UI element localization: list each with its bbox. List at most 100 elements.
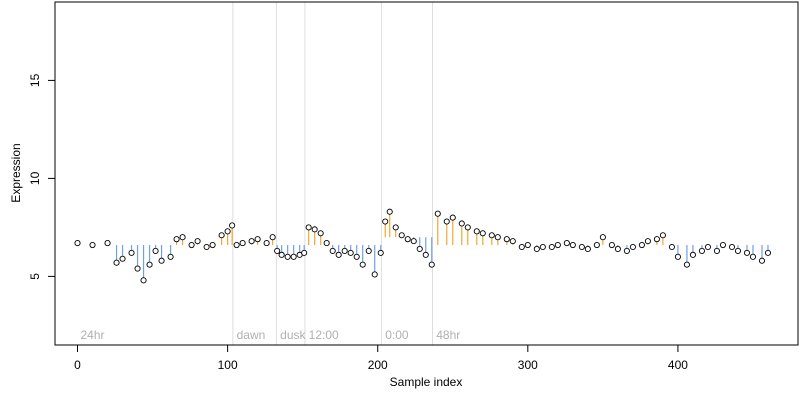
y-tick-label: 5 (28, 273, 42, 280)
data-point (113, 259, 120, 266)
data-point (335, 251, 342, 258)
y-axis: 5 10 15 (28, 73, 56, 280)
segment-label: 12:00 (309, 328, 339, 342)
data-point (290, 253, 297, 260)
data-point (134, 265, 141, 272)
y-tick-label: 15 (28, 73, 42, 87)
data-point (167, 253, 174, 260)
data-point (488, 232, 495, 239)
data-point (347, 249, 354, 256)
x-tick-label: 200 (368, 358, 388, 372)
segment-label: 48hr (436, 328, 460, 342)
data-point (749, 253, 757, 260)
data-point (728, 243, 736, 251)
data-point (218, 232, 225, 239)
data-point (719, 241, 726, 249)
data-point (503, 236, 510, 243)
data-point (386, 208, 393, 215)
data-points (74, 208, 772, 284)
data-point (704, 243, 711, 251)
baseline-stems (76, 211, 769, 281)
data-point (614, 245, 621, 253)
data-point (473, 228, 480, 235)
data-point (382, 218, 389, 225)
data-point (524, 241, 531, 249)
x-axis: 0 100 200 300 400 (74, 344, 688, 372)
data-point (329, 247, 336, 254)
x-tick-label: 400 (668, 358, 688, 372)
y-tick-label: 10 (28, 171, 42, 185)
data-point (653, 236, 660, 243)
data-point (194, 238, 201, 245)
data-point (518, 243, 525, 251)
data-point (458, 220, 465, 227)
data-point (128, 249, 135, 256)
data-point (404, 236, 411, 243)
data-point (188, 241, 195, 249)
data-point (74, 240, 81, 247)
data-point (674, 253, 681, 260)
data-point (398, 232, 405, 239)
y-axis-title: Expression (9, 143, 23, 202)
data-point (323, 240, 330, 247)
data-point (317, 230, 324, 237)
data-point (608, 241, 615, 249)
data-point (311, 226, 318, 233)
data-point (359, 261, 366, 268)
segment-label: 24hr (81, 328, 105, 342)
data-point (683, 261, 690, 268)
data-point (284, 253, 291, 260)
segment-label: 0:00 (385, 328, 409, 342)
data-point (578, 243, 585, 251)
segment-label: dusk (280, 328, 306, 342)
data-point (659, 232, 666, 239)
data-point (593, 241, 600, 249)
data-point (410, 238, 417, 245)
data-point (209, 241, 216, 249)
data-point (229, 222, 236, 229)
data-point (224, 228, 231, 235)
data-point (239, 240, 246, 247)
plot-frame (54, 1, 799, 346)
data-point (365, 247, 372, 254)
data-point (668, 243, 675, 251)
data-point (422, 251, 429, 258)
data-point (254, 236, 261, 243)
data-point (584, 245, 591, 253)
data-point (392, 224, 399, 231)
data-point (158, 257, 165, 264)
data-point (743, 249, 751, 256)
segment-label: dawn (237, 328, 266, 342)
data-point (152, 247, 159, 254)
data-point (734, 247, 742, 254)
data-point (173, 236, 180, 243)
data-point (599, 234, 606, 241)
data-point (434, 210, 441, 217)
data-point (278, 251, 285, 258)
data-point (764, 249, 772, 256)
data-point (353, 253, 360, 260)
data-point (569, 241, 576, 249)
data-point (713, 247, 720, 254)
data-point (146, 261, 153, 268)
data-point (554, 241, 561, 249)
x-tick-label: 100 (218, 358, 238, 372)
data-point (179, 234, 186, 241)
segment-divider-lines (232, 2, 434, 345)
data-point (377, 249, 384, 256)
data-point (698, 247, 705, 254)
data-point (341, 247, 348, 254)
data-point (263, 240, 270, 247)
data-point (89, 241, 96, 249)
data-point (548, 243, 555, 251)
data-point (449, 214, 456, 221)
data-point (274, 247, 281, 254)
data-point (371, 271, 378, 278)
data-point (269, 234, 276, 241)
x-tick-label: 300 (518, 358, 538, 372)
data-point (203, 243, 210, 251)
data-point (758, 257, 766, 264)
data-point (428, 261, 435, 268)
